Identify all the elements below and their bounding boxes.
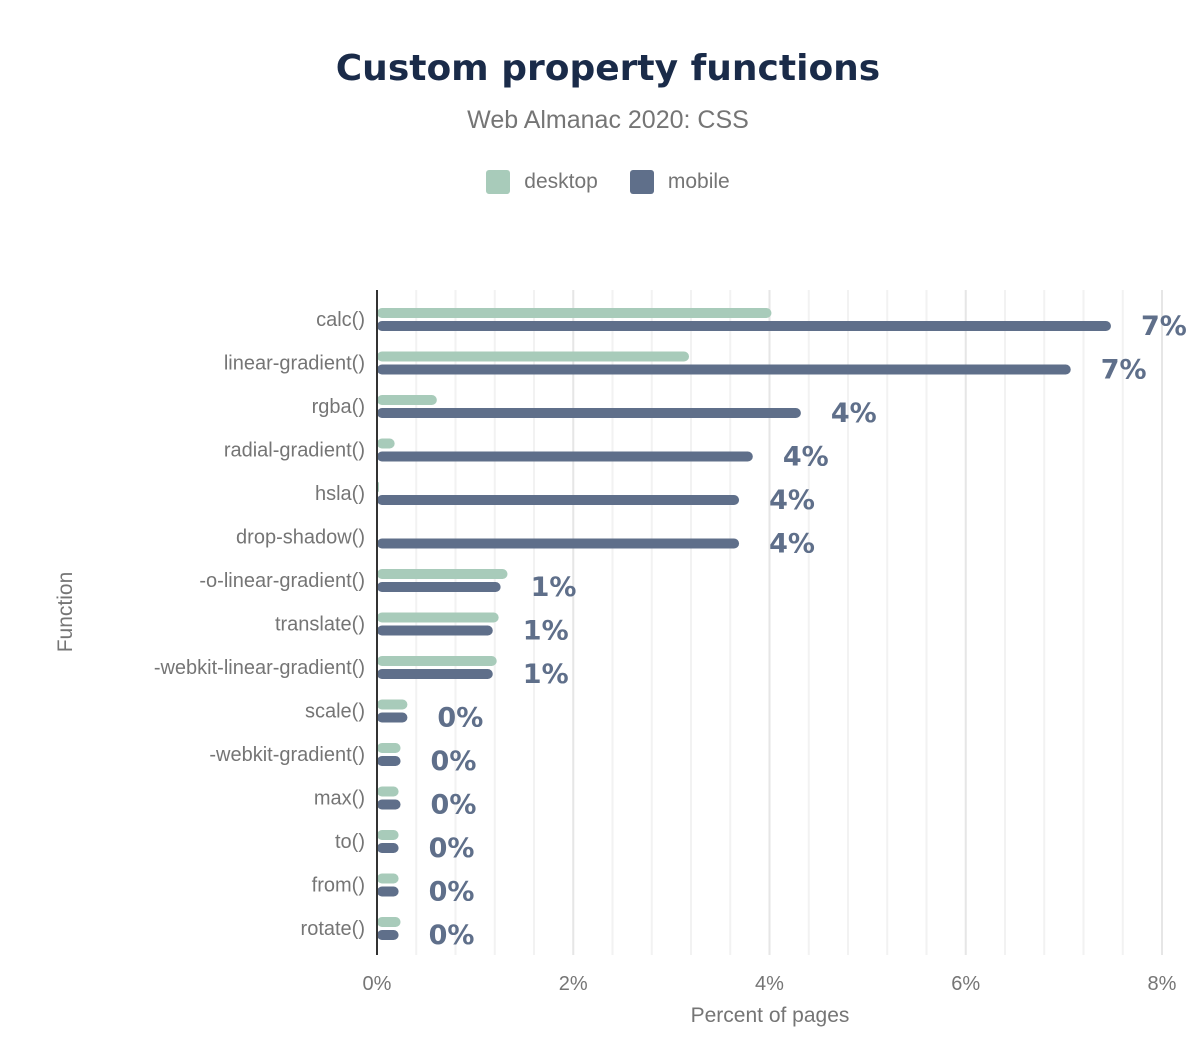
legend-item-mobile[interactable]: mobile xyxy=(629,170,730,194)
bar-mobile xyxy=(377,843,399,853)
data-label: 0% xyxy=(429,833,475,864)
y-tick-label: radial-gradient() xyxy=(224,440,365,462)
y-tick-label: drop-shadow() xyxy=(236,527,365,549)
data-label: 1% xyxy=(523,616,569,647)
y-tick-label: calc() xyxy=(316,309,365,331)
bar-mobile xyxy=(377,799,401,810)
y-tick-label: hsla() xyxy=(315,483,365,505)
legend-swatch-mobile xyxy=(629,170,654,194)
y-tick-label: -webkit-linear-gradient() xyxy=(154,657,365,679)
bar-mobile xyxy=(377,451,753,462)
bar-mobile xyxy=(377,495,740,505)
data-label: 4% xyxy=(831,398,877,429)
data-label: 0% xyxy=(431,790,477,821)
data-label: 4% xyxy=(769,485,815,516)
bar-desktop xyxy=(377,699,408,710)
x-axis-label: Percent of pages xyxy=(691,1004,850,1027)
data-label: 1% xyxy=(523,659,569,690)
y-tick-label: -o-linear-gradient() xyxy=(199,570,365,592)
bar-mobile xyxy=(377,625,493,636)
bar-desktop xyxy=(377,873,399,884)
bar-mobile xyxy=(377,364,1071,375)
legend: desktop mobile xyxy=(0,170,1200,194)
bar-desktop xyxy=(377,438,395,449)
x-tick-label: 2% xyxy=(559,973,588,995)
data-label: 0% xyxy=(429,877,475,908)
bar-mobile xyxy=(377,538,740,549)
bar-desktop xyxy=(377,569,508,579)
data-label: 0% xyxy=(431,746,477,777)
y-tick-label: to() xyxy=(335,831,365,853)
bar-desktop xyxy=(377,351,690,362)
bar-mobile xyxy=(377,756,401,766)
bar-desktop xyxy=(377,917,401,927)
data-label: 0% xyxy=(429,920,475,951)
bar-desktop xyxy=(377,656,497,666)
bar-desktop xyxy=(377,308,772,318)
data-label: 0% xyxy=(437,703,483,734)
legend-label-desktop: desktop xyxy=(524,170,598,193)
y-tick-label: rgba() xyxy=(312,396,365,418)
y-tick-label: max() xyxy=(314,788,365,810)
y-tick-label: rotate() xyxy=(301,918,365,940)
y-tick-label: -webkit-gradient() xyxy=(209,744,365,766)
bar-mobile xyxy=(377,669,493,679)
data-label: 7% xyxy=(1141,311,1187,342)
bar-mobile xyxy=(377,712,408,723)
bar-desktop xyxy=(377,395,437,405)
data-label: 4% xyxy=(769,529,815,560)
chart-subtitle: Web Almanac 2020: CSS xyxy=(467,106,749,134)
data-label: 4% xyxy=(783,442,829,473)
x-tick-label: 8% xyxy=(1148,973,1177,995)
legend-item-desktop[interactable]: desktop xyxy=(486,170,598,194)
y-tick-label: linear-gradient() xyxy=(224,353,365,375)
legend-swatch-desktop xyxy=(486,170,511,194)
x-tick-label: 4% xyxy=(755,973,784,995)
bar-desktop xyxy=(377,786,399,797)
x-tick-label: 0% xyxy=(363,973,392,995)
bar-mobile xyxy=(377,408,801,418)
data-label: 7% xyxy=(1101,355,1147,386)
data-label: 1% xyxy=(531,572,577,603)
bar-mobile xyxy=(377,930,399,940)
bar-mobile xyxy=(377,321,1111,331)
bar-mobile xyxy=(377,886,399,897)
y-axis-label: Function xyxy=(54,572,77,653)
chart-title: Custom property functions xyxy=(335,48,881,89)
y-tick-label: scale() xyxy=(305,701,365,723)
x-tick-label: 6% xyxy=(951,973,980,995)
y-tick-label: from() xyxy=(312,875,365,897)
bar-desktop xyxy=(377,743,401,753)
legend-label-mobile: mobile xyxy=(667,170,730,193)
bar-desktop xyxy=(377,612,499,623)
bar-desktop xyxy=(377,830,399,840)
bar-mobile xyxy=(377,582,501,592)
y-tick-label: translate() xyxy=(275,614,365,636)
